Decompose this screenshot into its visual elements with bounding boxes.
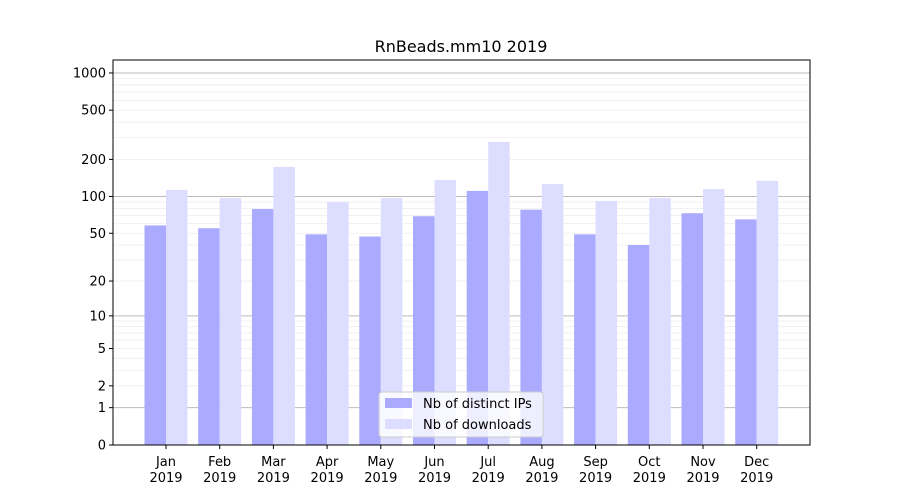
bar-distinct-ips bbox=[198, 228, 220, 445]
y-tick-label: 1000 bbox=[73, 66, 106, 81]
x-tick-label: 2019 bbox=[686, 471, 719, 486]
y-tick-label: 10 bbox=[89, 309, 106, 324]
x-tick-label: 2019 bbox=[257, 471, 290, 486]
bar-distinct-ips bbox=[520, 209, 542, 445]
y-axis: 0 1 2 5 10 20 50 100 200 500 1000 bbox=[73, 66, 113, 454]
bars bbox=[144, 141, 779, 446]
legend: Nb of distinct IPs Nb of downloads bbox=[378, 391, 544, 438]
bar-downloads bbox=[488, 141, 510, 445]
bar-downloads bbox=[649, 198, 671, 445]
bar-downloads bbox=[541, 184, 564, 445]
legend-label-downloads: Nb of downloads bbox=[423, 418, 532, 433]
x-tick-label: Nov bbox=[690, 455, 716, 470]
x-tick-label: 2019 bbox=[472, 471, 505, 486]
bar-distinct-ips bbox=[681, 213, 703, 445]
x-tick-label: 2019 bbox=[203, 471, 236, 486]
plot-frame bbox=[112, 59, 811, 446]
legend-swatch-downloads bbox=[385, 419, 412, 429]
y-tick-label: 2 bbox=[98, 379, 106, 394]
bar-downloads bbox=[703, 189, 725, 445]
x-tick-label: 2019 bbox=[364, 471, 397, 486]
bar-distinct-ips bbox=[466, 190, 489, 445]
x-tick-label: 2019 bbox=[149, 471, 182, 486]
x-tick-label: 2019 bbox=[418, 471, 451, 486]
y-tick-label: 500 bbox=[81, 104, 106, 119]
bar-distinct-ips bbox=[251, 209, 274, 445]
bar-downloads bbox=[756, 180, 779, 445]
legend-swatch-ips bbox=[385, 398, 412, 408]
bar-downloads bbox=[434, 180, 456, 446]
bar-downloads bbox=[219, 198, 242, 445]
x-tick-label: 2019 bbox=[525, 471, 558, 486]
x-axis: Jan2019Feb2019Mar2019Apr2019May2019Jun20… bbox=[149, 445, 773, 486]
bar-distinct-ips bbox=[144, 225, 166, 445]
bar-distinct-ips bbox=[305, 234, 328, 445]
bar-distinct-ips bbox=[359, 236, 381, 445]
bar-downloads bbox=[273, 166, 295, 445]
x-tick-label: 2019 bbox=[311, 471, 344, 486]
x-tick-label: Feb bbox=[208, 455, 231, 470]
bar-downloads bbox=[595, 200, 618, 445]
bar-distinct-ips bbox=[735, 219, 757, 445]
bar-distinct-ips bbox=[413, 216, 435, 445]
x-tick-label: May bbox=[367, 455, 394, 470]
x-tick-label: 2019 bbox=[633, 471, 666, 486]
x-tick-label: Sep bbox=[583, 455, 608, 470]
x-tick-label: Apr bbox=[316, 455, 339, 470]
bar-downloads bbox=[166, 189, 188, 445]
x-tick-label: Jan bbox=[155, 455, 176, 470]
bar-downloads bbox=[380, 198, 403, 445]
y-tick-label: 0 bbox=[98, 439, 106, 454]
x-tick-label: Dec bbox=[744, 455, 769, 470]
x-tick-label: Jun bbox=[423, 455, 444, 470]
y-tick-label: 1 bbox=[98, 401, 106, 416]
bar-distinct-ips bbox=[627, 245, 650, 445]
x-tick-label: Jul bbox=[479, 455, 496, 470]
x-tick-label: Aug bbox=[529, 455, 554, 470]
chart-title: RnBeads.mm10 2019 bbox=[375, 37, 548, 56]
x-tick-label: Mar bbox=[261, 455, 286, 470]
bar-distinct-ips bbox=[574, 234, 596, 445]
y-tick-label: 100 bbox=[81, 190, 106, 205]
y-tick-label: 20 bbox=[89, 275, 106, 290]
x-tick-label: 2019 bbox=[579, 471, 612, 486]
legend-frame bbox=[378, 391, 544, 438]
y-tick-label: 5 bbox=[98, 342, 106, 357]
y-tick-label: 200 bbox=[81, 153, 106, 168]
y-tick-label: 50 bbox=[89, 227, 106, 242]
bar-downloads bbox=[327, 202, 349, 445]
x-tick-label: Oct bbox=[638, 455, 660, 470]
legend-label-ips: Nb of distinct IPs bbox=[423, 397, 532, 412]
x-tick-label: 2019 bbox=[740, 471, 773, 486]
